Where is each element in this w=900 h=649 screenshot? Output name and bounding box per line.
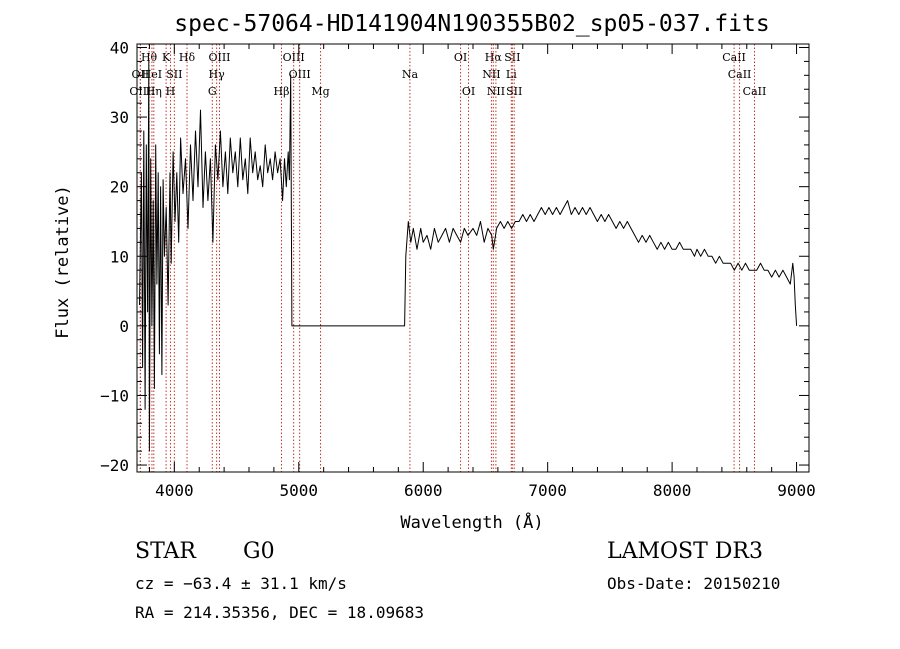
marker-label: Li bbox=[506, 68, 517, 81]
marker-label: HeI bbox=[142, 68, 162, 81]
y-tick-label: 30 bbox=[110, 108, 129, 127]
marker-label: Mg bbox=[311, 85, 329, 98]
y-tick-label: 20 bbox=[110, 178, 129, 197]
marker-label: OI bbox=[462, 85, 475, 98]
object-class: STAR bbox=[135, 539, 196, 564]
marker-label: CaII bbox=[722, 51, 746, 64]
marker-label: OIII bbox=[283, 51, 305, 64]
marker-label: SII bbox=[504, 51, 520, 64]
marker-label: Hδ bbox=[179, 51, 196, 64]
x-tick-label: 6000 bbox=[404, 481, 443, 500]
marker-label: CaII bbox=[728, 68, 752, 81]
marker-label: CaII bbox=[743, 85, 767, 98]
marker-label: NII bbox=[487, 85, 505, 98]
x-tick-label: 4000 bbox=[155, 481, 194, 500]
x-tick-label: 7000 bbox=[528, 481, 567, 500]
y-tick-label: 40 bbox=[110, 38, 129, 57]
spectrum-series-line bbox=[139, 60, 798, 452]
marker-label: NII bbox=[482, 68, 500, 81]
x-tick-label: 8000 bbox=[653, 481, 692, 500]
x-tick-label: 9000 bbox=[777, 481, 816, 500]
axis-ticks: 4000 5000 6000 7000 8000 9000 −20 −10 0 10 20 30 40 bbox=[100, 38, 816, 500]
y-axis-label: Flux (relative) bbox=[53, 185, 73, 339]
marker-label: Hα bbox=[485, 51, 503, 64]
marker-label: Hθ bbox=[141, 51, 158, 64]
marker-label: OIII bbox=[289, 68, 311, 81]
marker-label: OIII bbox=[208, 51, 230, 64]
marker-label: Hγ bbox=[209, 68, 226, 81]
y-tick-label: 10 bbox=[110, 247, 129, 266]
marker-label: SII bbox=[166, 68, 182, 81]
marker-label: OII bbox=[132, 68, 150, 81]
y-tick-label: −10 bbox=[100, 386, 129, 405]
marker-label: G bbox=[208, 85, 217, 98]
marker-label: SII bbox=[506, 85, 522, 98]
plot-frame bbox=[136, 43, 810, 473]
x-tick-label: 5000 bbox=[280, 481, 319, 500]
marker-label: OI bbox=[454, 51, 467, 64]
x-axis-label: Wavelength (Å) bbox=[400, 511, 543, 533]
observation-date: Obs-Date: 20150210 bbox=[607, 574, 781, 593]
ra-dec-coordinates: RA = 214.35356, DEC = 18.09683 bbox=[135, 603, 424, 622]
marker-label: Hβ bbox=[274, 85, 290, 98]
marker-label: Na bbox=[402, 68, 419, 81]
survey-name: LAMOST DR3 bbox=[607, 539, 763, 564]
marker-label: OIII bbox=[129, 85, 151, 98]
marker-label: Hη bbox=[146, 85, 162, 98]
object-subclass: G0 bbox=[243, 539, 275, 564]
chart-title: spec-57064-HD141904N190355B02_sp05-037.f… bbox=[174, 11, 769, 37]
redshift-cz: cz = −63.4 ± 31.1 km/s bbox=[135, 574, 347, 593]
y-tick-label: −20 bbox=[100, 456, 129, 475]
marker-label: K bbox=[162, 51, 171, 64]
y-tick-label: 0 bbox=[119, 317, 129, 336]
marker-label: H bbox=[166, 85, 176, 98]
